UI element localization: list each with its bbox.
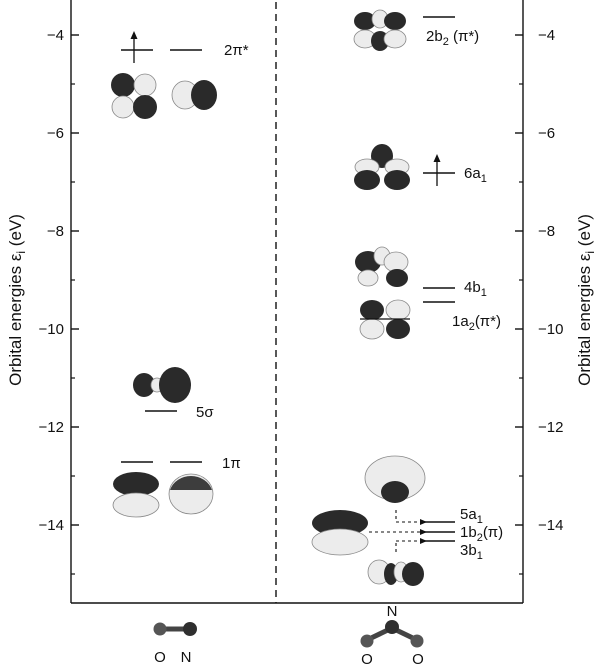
plot-frame	[70, 0, 524, 604]
label-1a2: 1a2(π*)	[452, 313, 501, 333]
right-axis-title-main: Orbital energies ε	[575, 253, 594, 386]
tick-label-right-0: −4	[538, 27, 555, 44]
atom-label-o: O	[154, 649, 166, 666]
sigma-orbital-icon	[133, 367, 191, 403]
right-axis-title-sub: i	[583, 251, 597, 254]
left-axis-title-unit: (eV)	[6, 214, 25, 251]
tick-label-left-5: −14	[39, 517, 64, 534]
label-2b2: 2b2 (π*)	[426, 28, 479, 48]
tick-label-right-5: −14	[538, 517, 563, 534]
axis-ticks: −4 −4 −6 −6 −8 −8 −10 −10 −12 −12 −14 −14	[39, 27, 563, 575]
label-3b1: 3b1	[460, 542, 483, 562]
electron-up-arrow-icon-6a1	[433, 154, 441, 186]
electron-up-arrow-icon	[130, 31, 138, 63]
pi-star-orbital-icon	[111, 73, 217, 119]
2b2-orbital-icon	[353, 9, 407, 51]
3b1-orbital-icon	[367, 559, 424, 586]
label-5sigma: 5σ	[196, 404, 214, 421]
label-5a1: 5a1	[460, 506, 483, 526]
no-molecule-icon	[153, 622, 197, 636]
label-6a1: 6a1	[464, 165, 487, 185]
left-axis-title-sub: i	[14, 251, 28, 254]
tick-label-left-0: −4	[47, 27, 64, 44]
atom-label-n-top: N	[387, 603, 398, 620]
orbital-connectors	[369, 510, 423, 552]
tick-label-right-3: −10	[538, 321, 563, 338]
pi-orbital-icon	[112, 472, 214, 518]
tick-label-left-2: −8	[47, 223, 64, 240]
1a2-orbital-icon	[359, 299, 411, 340]
6a1-orbital-icon	[354, 144, 410, 190]
no2-panel: 2b2 (π*) 6a1 4b1	[311, 9, 503, 668]
left-axis-title: Orbital energies εi (eV)	[6, 214, 28, 386]
tick-label-right-4: −12	[538, 419, 563, 436]
atom-label-o-left: O	[361, 651, 373, 668]
5a1-orbital-icon	[364, 455, 426, 503]
label-1pi: 1π	[222, 455, 241, 472]
4b1-orbital-icon	[355, 246, 409, 287]
label-1b2: 1b2(π)	[460, 524, 503, 544]
tick-label-right-2: −8	[538, 223, 555, 240]
atom-label-o-right: O	[412, 651, 424, 668]
tick-label-left-3: −10	[39, 321, 64, 338]
tick-label-left-4: −12	[39, 419, 64, 436]
tick-label-right-1: −6	[538, 125, 555, 142]
tick-label-left-1: −6	[47, 125, 64, 142]
label-4b1: 4b1	[464, 279, 487, 299]
no2-molecule-icon	[360, 620, 424, 648]
right-axis-title-unit: (eV)	[575, 214, 594, 251]
label-2pi-star: 2π*	[224, 42, 249, 59]
1b2-orbital-icon	[311, 510, 369, 556]
atom-label-n: N	[181, 649, 192, 666]
no-panel: 2π* 5σ 1π	[111, 31, 249, 666]
left-axis-title-main: Orbital energies ε	[6, 253, 25, 386]
right-axis-title: Orbital energies εi (eV)	[575, 214, 597, 386]
